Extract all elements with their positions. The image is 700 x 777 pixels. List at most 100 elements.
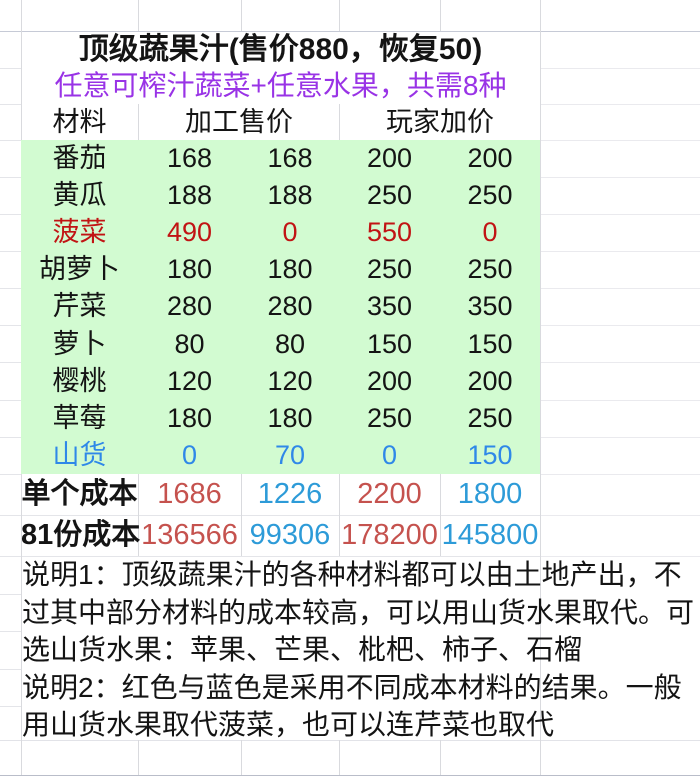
- note-line: 说明2：红色与蓝色是采用不同成本材料的结果。一般: [22, 671, 682, 703]
- price-cell[interactable]: 550: [366, 217, 413, 248]
- price-cell[interactable]: 80: [274, 328, 306, 359]
- summary-value-cell[interactable]: 99306: [249, 519, 331, 551]
- price-cell[interactable]: 180: [267, 254, 313, 285]
- price-cell[interactable]: 168: [267, 143, 313, 173]
- price-cell[interactable]: 200: [366, 365, 413, 396]
- summary-row: 单个成本 1686 1226 2200 1800: [21, 474, 540, 515]
- header-material-cell[interactable]: 材料: [52, 107, 107, 137]
- gridline: [0, 400, 21, 401]
- summary-label-cell[interactable]: 单个成本: [21, 478, 138, 510]
- summary-value-cell[interactable]: 1800: [457, 478, 523, 510]
- gridline: [339, 474, 340, 556]
- price-cell[interactable]: 350: [467, 291, 513, 322]
- material-cell[interactable]: 草莓: [52, 402, 107, 433]
- header-player-markup-cell[interactable]: 玩家加价: [339, 104, 540, 140]
- gridline: [0, 474, 21, 475]
- gridline: [0, 177, 21, 178]
- gridline: [0, 68, 21, 69]
- title-cell[interactable]: 顶级蔬果汁(售价880，恢复50): [78, 33, 483, 66]
- material-cell[interactable]: 胡萝卜: [39, 254, 120, 285]
- summary-value-cell[interactable]: 145800: [441, 519, 539, 551]
- price-cell[interactable]: 150: [467, 439, 513, 470]
- summary-value-cell[interactable]: 2200: [357, 478, 422, 510]
- subtitle-cell[interactable]: 任意可榨汁蔬菜+任意水果，共需8种: [54, 70, 507, 101]
- price-cell[interactable]: 250: [467, 180, 513, 211]
- table-row: 萝卜 80 80 150 150: [21, 326, 540, 363]
- material-cell[interactable]: 萝卜: [52, 328, 107, 359]
- gridline: [540, 362, 700, 363]
- material-cell[interactable]: 山货: [52, 439, 107, 470]
- gridline: [540, 68, 700, 69]
- price-cell[interactable]: 200: [366, 143, 413, 173]
- price-cell[interactable]: 120: [166, 365, 213, 396]
- gridline: [0, 104, 21, 105]
- price-cell[interactable]: 280: [267, 291, 313, 322]
- price-cell[interactable]: 0: [181, 439, 198, 470]
- summary-value-cell[interactable]: 1226: [257, 478, 323, 510]
- price-cell[interactable]: 188: [166, 180, 213, 211]
- material-cell[interactable]: 黄瓜: [52, 180, 107, 211]
- price-cell[interactable]: 250: [467, 254, 513, 285]
- gridline: [0, 214, 21, 215]
- gridline: [540, 0, 541, 775]
- price-cell[interactable]: 180: [166, 402, 213, 433]
- price-cell[interactable]: 250: [467, 402, 513, 433]
- note-line: 过其中部分材料的成本较高，可以用山货水果取代。可: [22, 596, 695, 628]
- summary-value-cell[interactable]: 178200: [341, 519, 438, 551]
- green-highlight-block: [21, 140, 540, 474]
- price-cell[interactable]: 180: [267, 402, 313, 433]
- price-cell[interactable]: 150: [467, 328, 513, 359]
- summary-label-cell[interactable]: 81份成本: [21, 519, 141, 551]
- material-cell[interactable]: 番茄: [52, 143, 107, 173]
- price-cell[interactable]: 0: [381, 439, 398, 470]
- price-cell[interactable]: 120: [267, 365, 313, 396]
- price-cell[interactable]: 80: [174, 328, 205, 359]
- gridline: [540, 214, 700, 215]
- price-cell[interactable]: 188: [267, 180, 313, 211]
- price-cell[interactable]: 350: [366, 291, 413, 322]
- note-line: 选山货水果：苹果、芒果、枇杷、柿子、石榴: [22, 634, 583, 666]
- gridline: [540, 437, 700, 438]
- summary-value-cell[interactable]: 1686: [157, 478, 222, 510]
- gridline: [540, 251, 700, 252]
- price-cell[interactable]: 250: [366, 402, 413, 433]
- gridline: [241, 0, 242, 31]
- price-cell[interactable]: 70: [274, 439, 306, 470]
- gridline: [0, 669, 21, 670]
- price-cell[interactable]: 490: [166, 217, 213, 248]
- price-cell[interactable]: 280: [166, 291, 213, 322]
- gridline: [0, 288, 21, 289]
- table-row: 草莓 180 180 250 250: [21, 400, 540, 437]
- gridline: [138, 740, 139, 775]
- header-processing-price-cell[interactable]: 加工售价: [138, 104, 339, 140]
- table-row: 山货 0 70 0 150: [21, 437, 540, 474]
- gridline: [241, 740, 242, 775]
- material-cell[interactable]: 菠菜: [52, 217, 107, 248]
- price-cell[interactable]: 0: [482, 217, 498, 248]
- price-cell[interactable]: 250: [366, 180, 413, 211]
- gridline: [0, 437, 21, 438]
- price-cell[interactable]: 200: [467, 143, 513, 173]
- gridline: [339, 0, 340, 31]
- gridline: [540, 104, 700, 105]
- gridline: [0, 594, 21, 595]
- gridline: [0, 325, 21, 326]
- price-cell[interactable]: 200: [467, 365, 513, 396]
- price-cell[interactable]: 150: [366, 328, 413, 359]
- gridline: [0, 740, 700, 741]
- material-cell[interactable]: 芹菜: [52, 291, 107, 322]
- gridline: [540, 556, 700, 557]
- gridline: [0, 140, 21, 141]
- gridline: [0, 515, 21, 516]
- price-cell[interactable]: 168: [166, 143, 213, 173]
- gridline: [21, 515, 540, 516]
- gridline: [540, 325, 700, 326]
- summary-value-cell[interactable]: 136566: [141, 519, 238, 551]
- material-cell[interactable]: 樱桃: [52, 365, 107, 396]
- gridline: [0, 775, 700, 776]
- note-line: 用山货水果取代菠菜，也可以连芹菜也取代: [22, 709, 555, 741]
- price-cell[interactable]: 0: [282, 217, 298, 248]
- price-cell[interactable]: 180: [166, 254, 213, 285]
- price-cell[interactable]: 250: [366, 254, 413, 285]
- gridline: [0, 251, 21, 252]
